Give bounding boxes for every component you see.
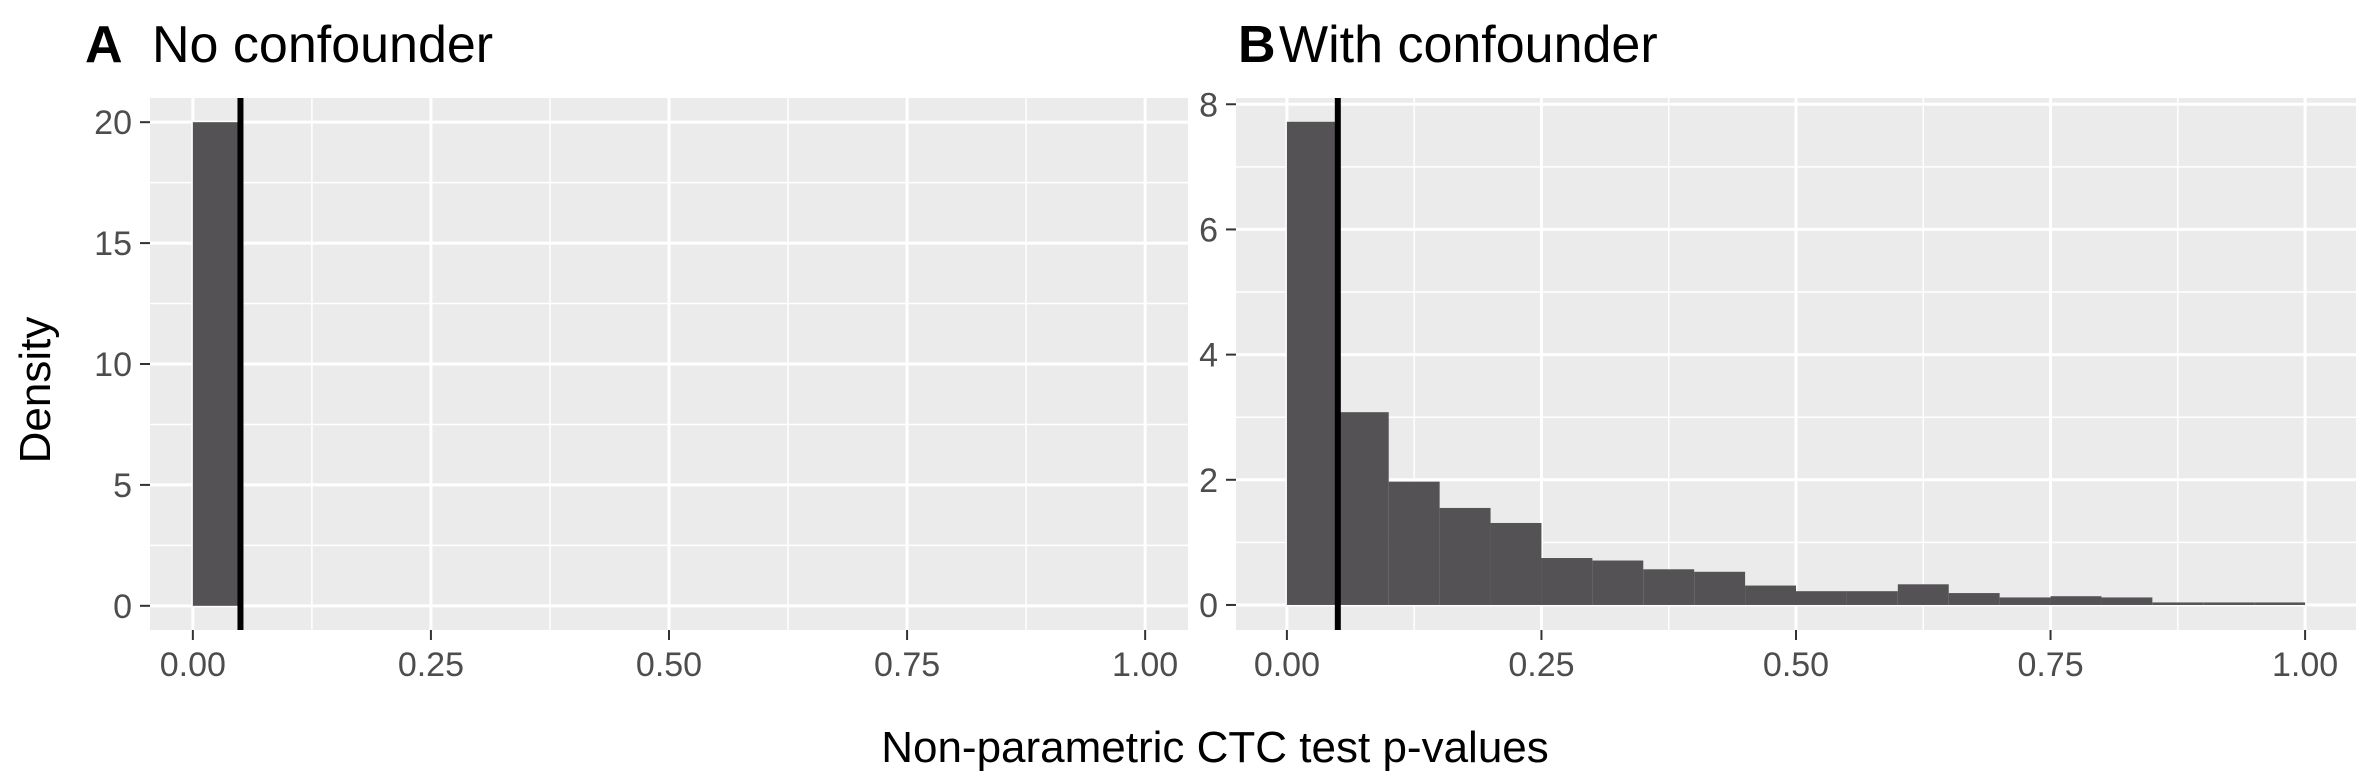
panel-b-histogram-bar xyxy=(1897,584,1949,605)
panel-b-histogram-bar xyxy=(1745,585,1796,605)
panel-b: B With confounder 0.00 0.25 0.50 0.75 1.00 0 2… xyxy=(1199,16,2356,684)
panel-b-y-tick-label: 8 xyxy=(1199,86,1218,124)
panel-b-histogram-bar xyxy=(1948,593,2000,605)
panel-b-x-tick-label: 0.50 xyxy=(1763,646,1829,684)
panel-b-histogram-bar xyxy=(1796,591,1847,605)
panel-a-x-tick-label: 0.50 xyxy=(636,646,702,684)
panel-b-histogram-bar xyxy=(1846,591,1898,605)
panel-b-y-tick-label: 4 xyxy=(1199,337,1218,375)
panel-b-histogram-bar xyxy=(1286,121,1338,605)
panel-a-title: No confounder xyxy=(152,16,493,74)
panel-b-axes: 0.00 0.25 0.50 0.75 1.00 0 2 4 6 8 xyxy=(1199,86,2338,684)
panel-a-x-tick-label: 0.25 xyxy=(398,646,464,684)
panel-b-histogram-bar xyxy=(1999,597,2051,605)
panel-a-y-tick-label: 0 xyxy=(113,588,132,626)
panel-a: A No confounder 0.00 0.25 0.50 0.75 1.00 0 5 10… xyxy=(85,16,1188,684)
panel-b-histogram-bar xyxy=(1439,507,1491,605)
panel-b-x-tick-label: 0.00 xyxy=(1254,646,1320,684)
panel-b-histogram-bar xyxy=(1643,569,1695,605)
panel-a-bars xyxy=(192,122,241,606)
panel-b-bars xyxy=(1286,121,2306,605)
panel-b-y-tick-label: 0 xyxy=(1199,587,1218,625)
panel-a-y-tick-label: 15 xyxy=(94,225,132,263)
panel-b-histogram-bar xyxy=(2203,602,2255,605)
y-axis-title: Density xyxy=(11,317,60,464)
x-axis-title: Non-parametric CTC test p-values xyxy=(881,723,1549,772)
panel-b-y-tick-label: 6 xyxy=(1199,211,1218,249)
panel-b-tag: B xyxy=(1238,16,1276,74)
panel-b-x-tick-label: 0.25 xyxy=(1508,646,1574,684)
panel-a-axes: 0.00 0.25 0.50 0.75 1.00 0 5 10 15 20 xyxy=(94,104,1178,684)
panel-b-y-tick-label: 2 xyxy=(1199,462,1218,500)
panel-b-histogram-bar xyxy=(2254,602,2306,605)
panel-b-histogram-bar xyxy=(1490,522,1542,605)
panel-a-histogram-bar xyxy=(192,122,241,606)
panel-b-histogram-bar xyxy=(2152,602,2204,605)
panel-b-histogram-bar xyxy=(1694,571,1746,605)
panel-b-title: With confounder xyxy=(1279,16,1658,74)
panel-b-histogram-bar xyxy=(1592,560,1644,605)
panel-a-y-tick-label: 10 xyxy=(94,346,132,384)
panel-b-histogram-bar xyxy=(1337,412,1389,605)
panel-a-y-tick-label: 20 xyxy=(94,104,132,142)
panel-a-x-tick-label: 0.75 xyxy=(874,646,940,684)
panel-a-x-tick-label: 0.00 xyxy=(160,646,226,684)
panel-b-gridlines xyxy=(1236,98,2356,630)
panel-a-tag: A xyxy=(85,16,123,74)
panel-b-histogram-bar xyxy=(1541,558,1593,605)
panel-a-y-tick-label: 5 xyxy=(113,467,132,505)
panel-b-histogram-bar xyxy=(2050,596,2102,605)
panel-b-x-tick-label: 1.00 xyxy=(2272,646,2338,684)
panel-b-x-tick-label: 0.75 xyxy=(2017,646,2083,684)
panel-a-x-tick-label: 1.00 xyxy=(1112,646,1178,684)
panel-b-histogram-bar xyxy=(2101,597,2153,605)
panel-b-histogram-bar xyxy=(1388,481,1440,605)
